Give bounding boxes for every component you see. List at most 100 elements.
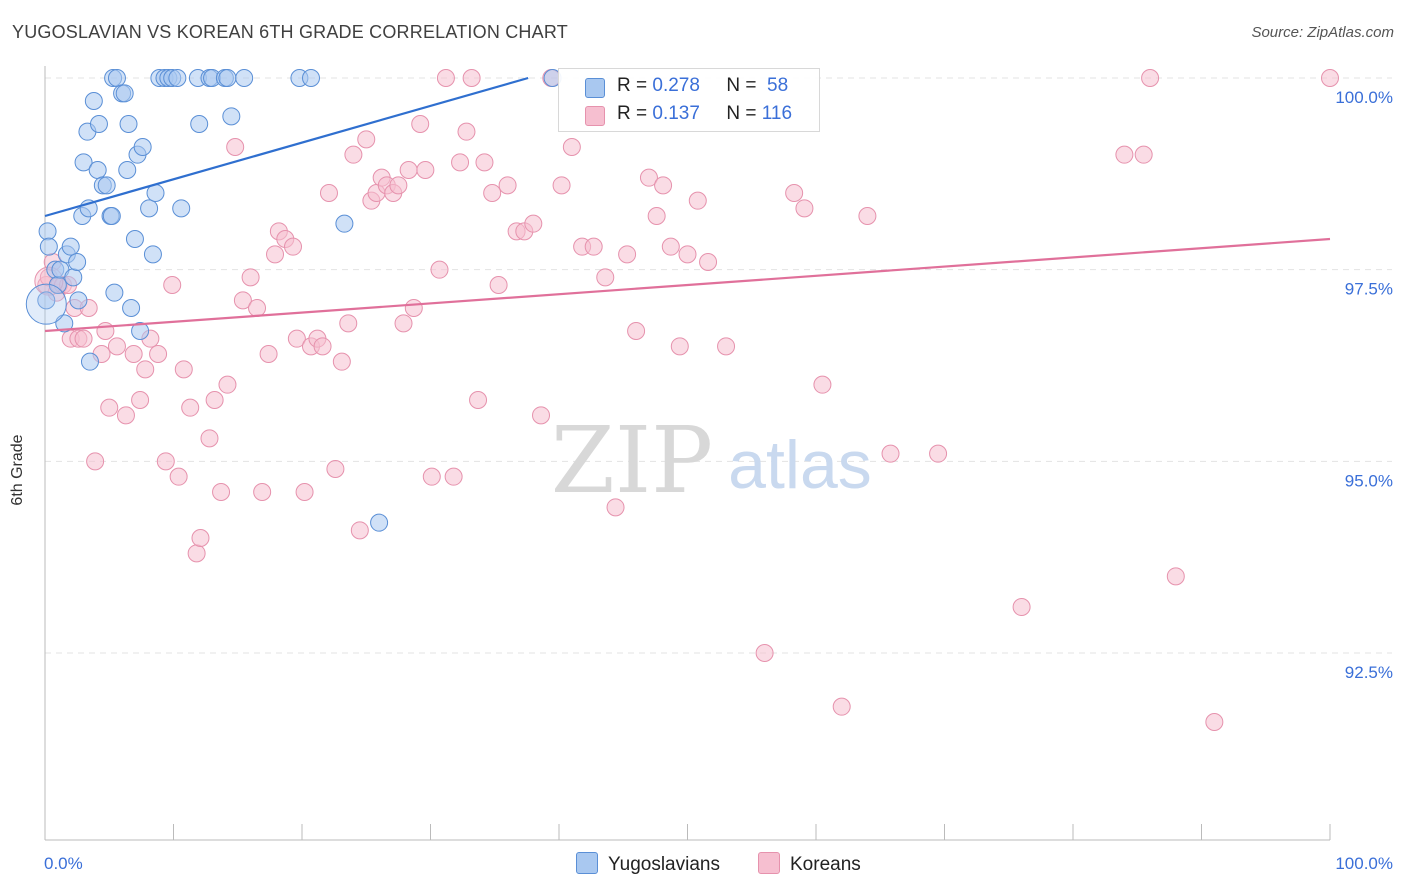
data-point bbox=[74, 329, 93, 348]
data-point bbox=[37, 291, 56, 310]
data-point bbox=[489, 276, 508, 294]
data-point bbox=[717, 337, 736, 356]
data-point bbox=[241, 268, 260, 287]
data-point bbox=[96, 322, 115, 340]
data-point bbox=[124, 345, 143, 363]
x-tick-label: 0.0% bbox=[44, 854, 83, 873]
data-point bbox=[1166, 567, 1185, 586]
data-point bbox=[584, 237, 603, 256]
data-point bbox=[233, 291, 252, 310]
bottom-legend-swatch-pink bbox=[758, 852, 780, 874]
data-point bbox=[253, 483, 272, 501]
bottom-legend-swatch-blue bbox=[576, 852, 598, 874]
data-point bbox=[344, 145, 363, 164]
data-point bbox=[436, 69, 455, 87]
data-point bbox=[222, 107, 241, 126]
data-point bbox=[84, 92, 103, 110]
data-point bbox=[107, 69, 126, 87]
tick-labels: 92.5% 95.0% 97.5% 100.0% 0.0% 100.0% bbox=[44, 88, 1393, 873]
data-point bbox=[416, 161, 435, 179]
data-point bbox=[313, 337, 332, 356]
data-point bbox=[475, 153, 494, 172]
data-point bbox=[661, 237, 680, 256]
watermark-zip: ZIP bbox=[551, 407, 713, 514]
data-point bbox=[451, 153, 470, 172]
y-tick-label: 100.0% bbox=[1335, 88, 1393, 107]
bottom-legend-label: Koreans bbox=[790, 854, 861, 875]
data-point bbox=[596, 268, 615, 287]
data-point bbox=[399, 161, 418, 179]
chart-title: YUGOSLAVIAN VS KOREAN 6TH GRADE CORRELAT… bbox=[12, 22, 568, 42]
data-point bbox=[1321, 69, 1339, 87]
data-point bbox=[813, 375, 832, 394]
data-point bbox=[457, 122, 476, 141]
data-point bbox=[235, 69, 254, 87]
data-point bbox=[670, 337, 689, 356]
data-point bbox=[64, 268, 83, 287]
data-point bbox=[259, 345, 278, 363]
data-point bbox=[200, 429, 219, 448]
data-point bbox=[136, 360, 155, 379]
data-point bbox=[102, 207, 121, 225]
data-point bbox=[881, 444, 900, 463]
legend-r-label: R = bbox=[617, 103, 648, 124]
data-point bbox=[212, 483, 231, 501]
data-point bbox=[172, 199, 191, 218]
data-point bbox=[39, 237, 58, 256]
data-point bbox=[332, 352, 351, 371]
data-point bbox=[858, 207, 877, 225]
data-point bbox=[339, 314, 358, 333]
data-point bbox=[266, 245, 285, 264]
data-point bbox=[335, 214, 354, 233]
data-point bbox=[370, 513, 389, 532]
data-point bbox=[785, 184, 804, 202]
data-point bbox=[191, 529, 210, 547]
data-point bbox=[284, 237, 303, 256]
bottom-legend-koreans: Koreans bbox=[758, 852, 861, 876]
data-point bbox=[143, 245, 162, 264]
data-point bbox=[1141, 69, 1160, 87]
data-point bbox=[122, 299, 141, 317]
data-point bbox=[755, 644, 774, 662]
data-point bbox=[627, 322, 646, 340]
data-point bbox=[832, 697, 851, 716]
data-point-cluster bbox=[25, 283, 67, 325]
data-point bbox=[38, 222, 57, 241]
legend-r-label: R = bbox=[617, 75, 648, 96]
stats-legend: R = 0.278 N = 58 R = 0.137 N = 116 bbox=[558, 68, 820, 132]
y-tick-label: 97.5% bbox=[1345, 280, 1393, 299]
data-point bbox=[107, 337, 126, 356]
data-point bbox=[226, 138, 245, 156]
bottom-legend-yugoslavians: Yugoslavians bbox=[576, 852, 720, 876]
data-point bbox=[119, 115, 138, 133]
data-point bbox=[89, 115, 108, 133]
data-point bbox=[156, 452, 175, 471]
yugoslavian-points bbox=[25, 69, 562, 532]
data-point bbox=[411, 115, 430, 133]
data-point bbox=[105, 283, 124, 302]
data-point bbox=[422, 467, 441, 486]
data-point bbox=[88, 161, 107, 179]
trend-lines bbox=[44, 76, 1331, 333]
data-point bbox=[552, 176, 571, 195]
data-point bbox=[74, 153, 93, 172]
data-point bbox=[326, 460, 345, 478]
data-point bbox=[169, 467, 188, 486]
watermark-atlas: atlas bbox=[728, 427, 872, 503]
data-point bbox=[149, 345, 168, 363]
data-point bbox=[654, 176, 673, 195]
legend-n-value: 116 bbox=[761, 103, 793, 124]
data-point bbox=[116, 406, 135, 425]
data-point bbox=[357, 130, 376, 149]
legend-n-value: 58 bbox=[767, 75, 789, 96]
data-point bbox=[562, 138, 581, 156]
data-point bbox=[301, 69, 320, 87]
legend-swatch-blue bbox=[585, 78, 605, 98]
data-point bbox=[187, 544, 206, 563]
y-tick-label: 95.0% bbox=[1345, 471, 1393, 490]
data-point bbox=[86, 452, 105, 471]
data-point bbox=[1205, 713, 1224, 731]
data-point bbox=[498, 176, 517, 195]
data-point bbox=[248, 299, 267, 317]
